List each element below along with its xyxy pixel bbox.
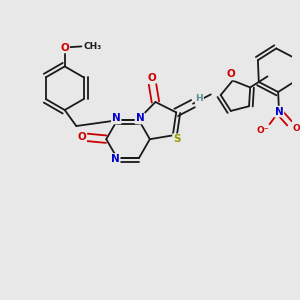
Text: O: O [77,132,86,142]
Text: H: H [196,94,203,103]
Text: CH₃: CH₃ [84,42,102,51]
Text: N: N [111,154,120,164]
Text: N: N [136,113,144,124]
Text: O: O [60,43,69,52]
Text: O: O [227,70,236,80]
Text: O: O [147,73,156,83]
Text: N: N [274,106,284,117]
Text: S: S [173,134,181,144]
Text: N: N [112,113,121,124]
Text: O: O [292,124,300,133]
Text: O⁻: O⁻ [257,126,269,135]
